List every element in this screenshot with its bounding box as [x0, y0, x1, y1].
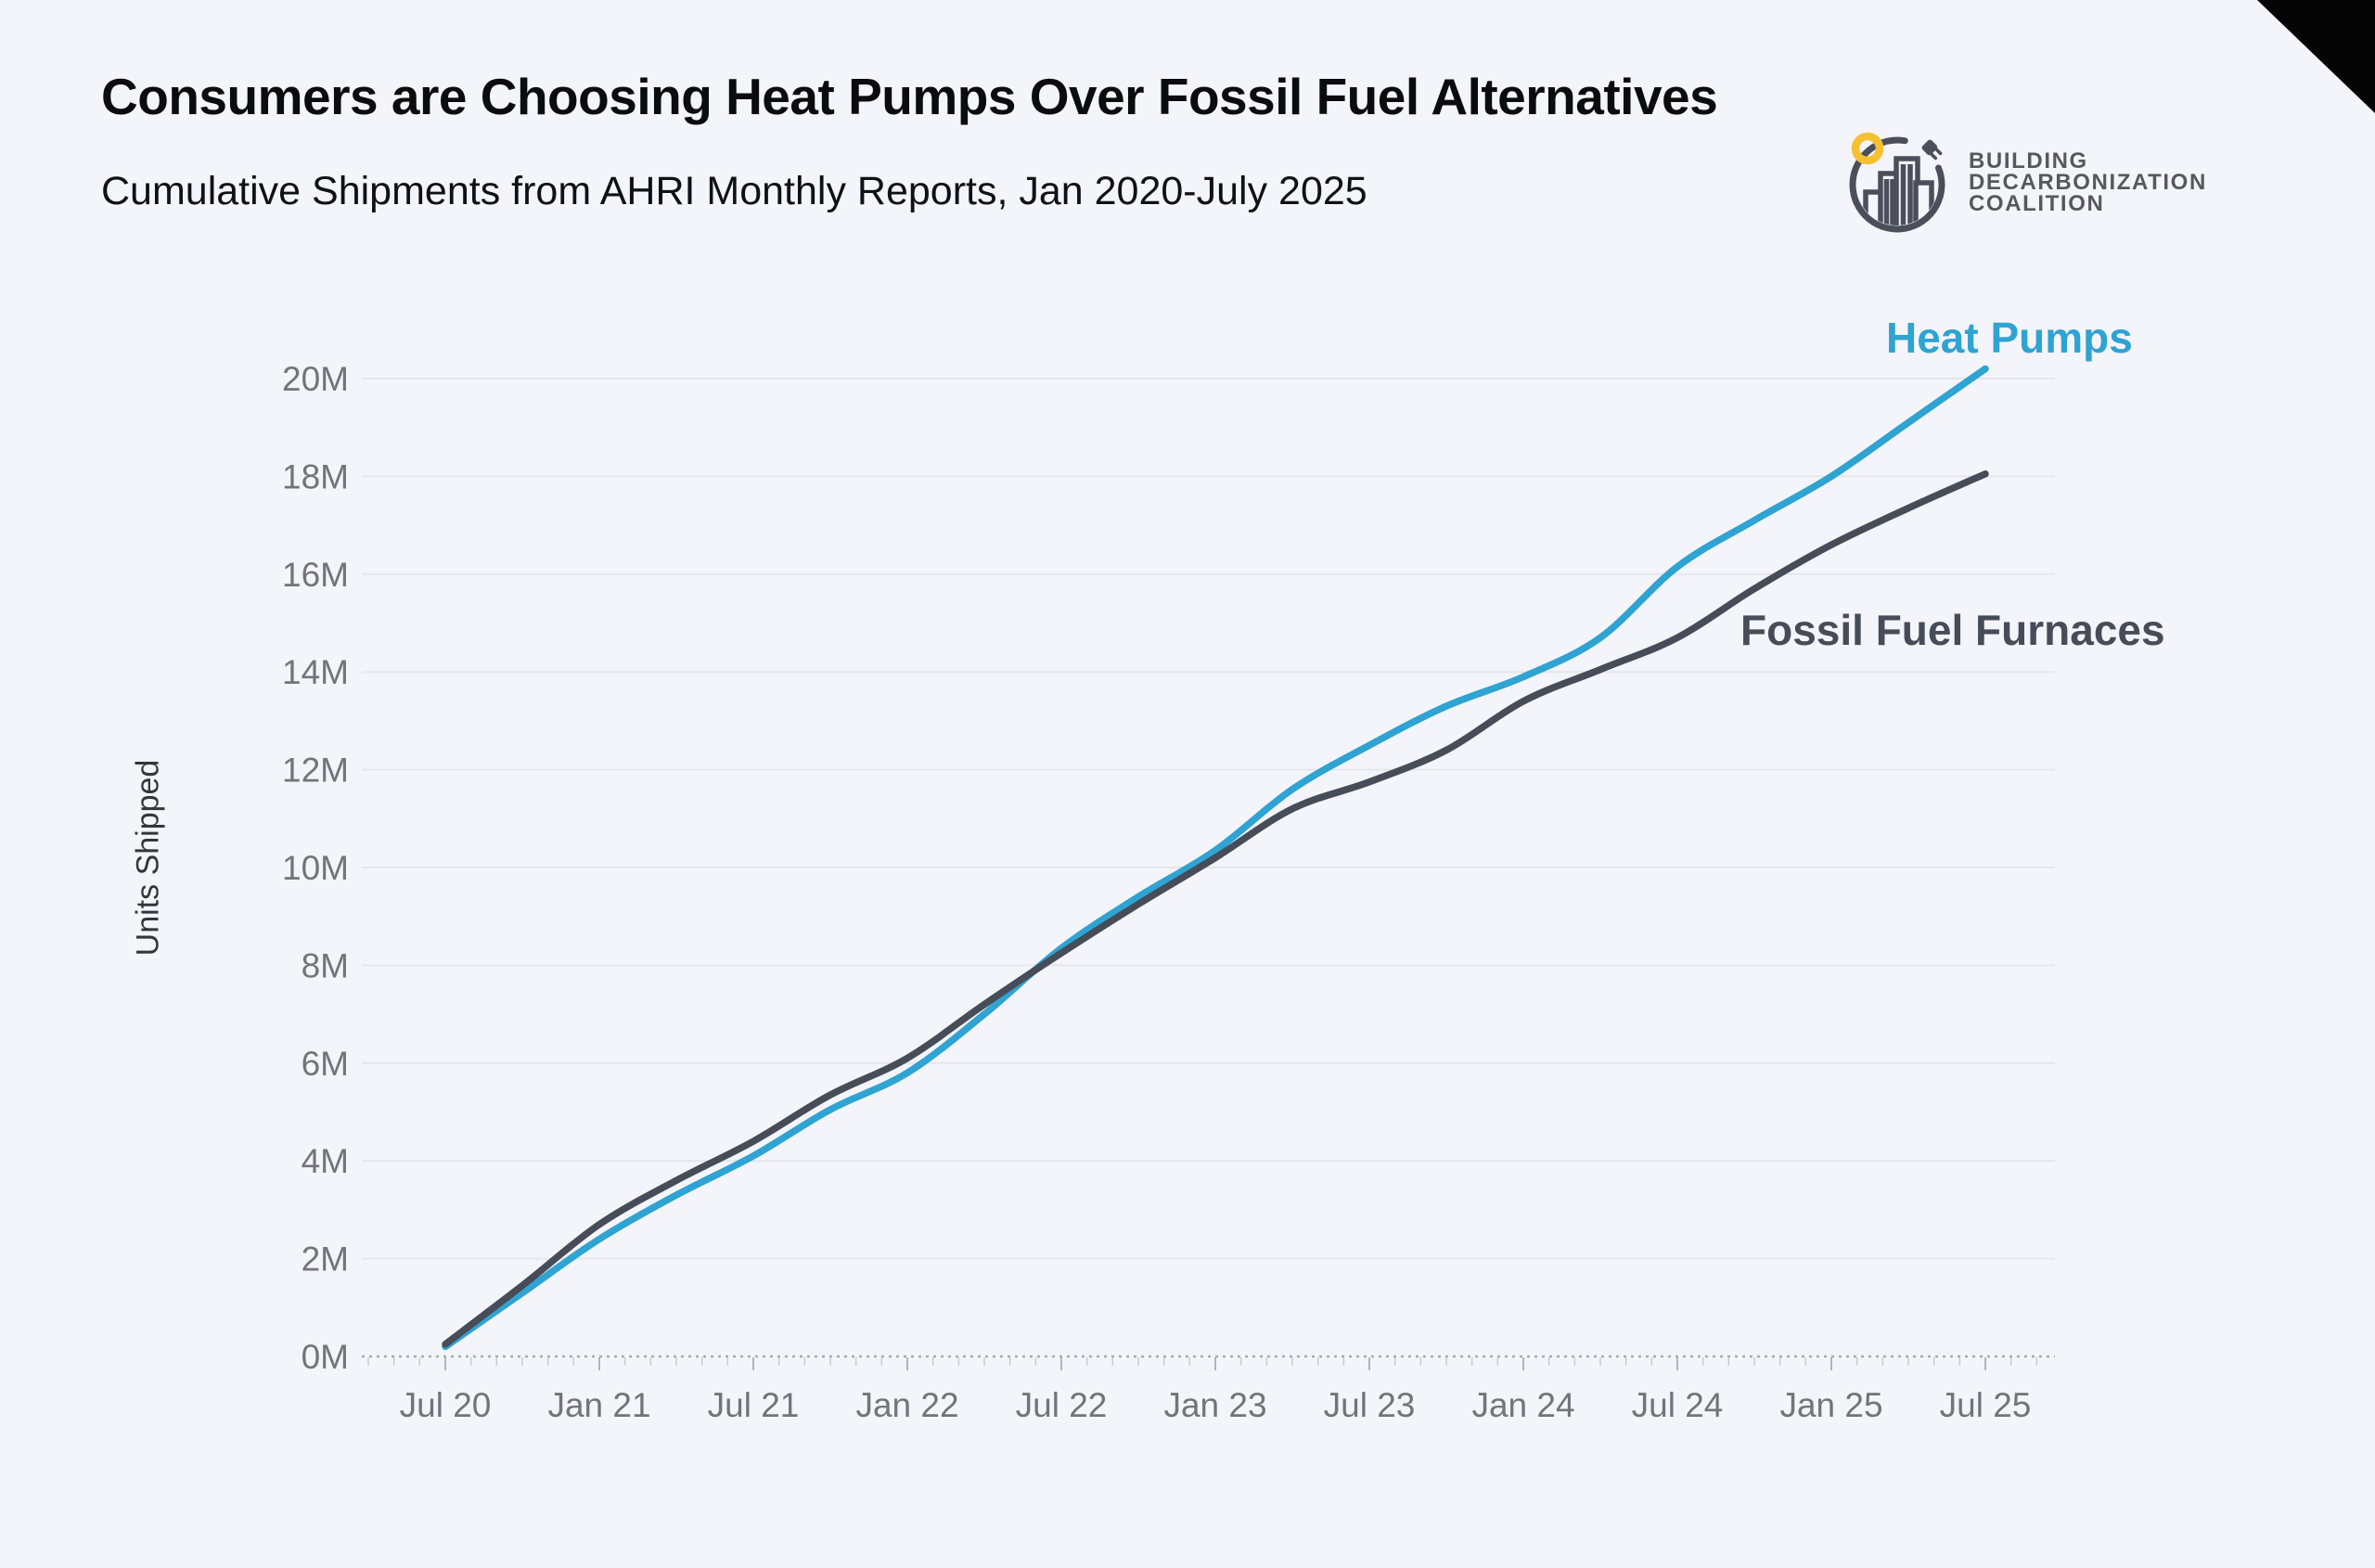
y-tick-label: 16M	[282, 556, 349, 594]
y-tick-label: 14M	[282, 653, 349, 691]
heat-pumps-series-label: Heat Pumps	[1886, 314, 2133, 362]
x-tick-label: Jul 22	[1016, 1386, 1108, 1424]
logo-wordmark-line2: DECARBONIZATION	[1969, 170, 2207, 195]
y-axis-title: Units Shipped	[130, 759, 166, 957]
y-tick-label: 0M	[302, 1338, 349, 1376]
y-tick-label: 2M	[302, 1240, 349, 1279]
y-tick-label: 20M	[282, 360, 349, 398]
logo-wordmark-line1: BUILDING	[1969, 148, 2088, 174]
x-tick-label: Jan 25	[1779, 1386, 1882, 1424]
fossil-fuel-furnaces-series-label: Fossil Fuel Furnaces	[1740, 606, 2165, 654]
y-tick-label: 4M	[302, 1142, 349, 1180]
x-tick-label: Jan 23	[1163, 1386, 1266, 1424]
x-tick-label: Jan 21	[547, 1386, 650, 1424]
x-tick-label: Jul 21	[708, 1386, 800, 1424]
x-tick-label: Jan 22	[855, 1386, 958, 1424]
y-tick-label: 10M	[282, 849, 349, 887]
page-subtitle: Cumulative Shipments from AHRI Monthly R…	[101, 169, 1367, 213]
fossil-fuel-furnaces-line	[442, 470, 1989, 1348]
x-tick-label: Jul 24	[1632, 1386, 1724, 1424]
building-decarbonization-coalition-logo: BUILDING DECARBONIZATION COALITION	[1849, 132, 2207, 233]
logo-plug-icon	[1921, 139, 1943, 161]
x-tick-label: Jul 25	[1940, 1386, 2032, 1424]
logo-wordmark-line3: COALITION	[1969, 191, 2104, 216]
logo-sun-icon	[1851, 132, 1884, 165]
x-tick-label: Jul 23	[1324, 1386, 1416, 1424]
x-tick-label: Jan 24	[1471, 1386, 1574, 1424]
y-tick-label: 12M	[282, 752, 349, 790]
logo-circle	[1849, 136, 1945, 233]
y-tick-label: 18M	[282, 457, 349, 495]
x-tick-label: Jul 20	[400, 1386, 492, 1424]
page-title: Consumers are Choosing Heat Pumps Over F…	[101, 68, 1718, 125]
heat-pumps-line	[442, 365, 1989, 1351]
y-tick-label: 6M	[302, 1045, 349, 1083]
y-tick-label: 8M	[302, 946, 349, 984]
